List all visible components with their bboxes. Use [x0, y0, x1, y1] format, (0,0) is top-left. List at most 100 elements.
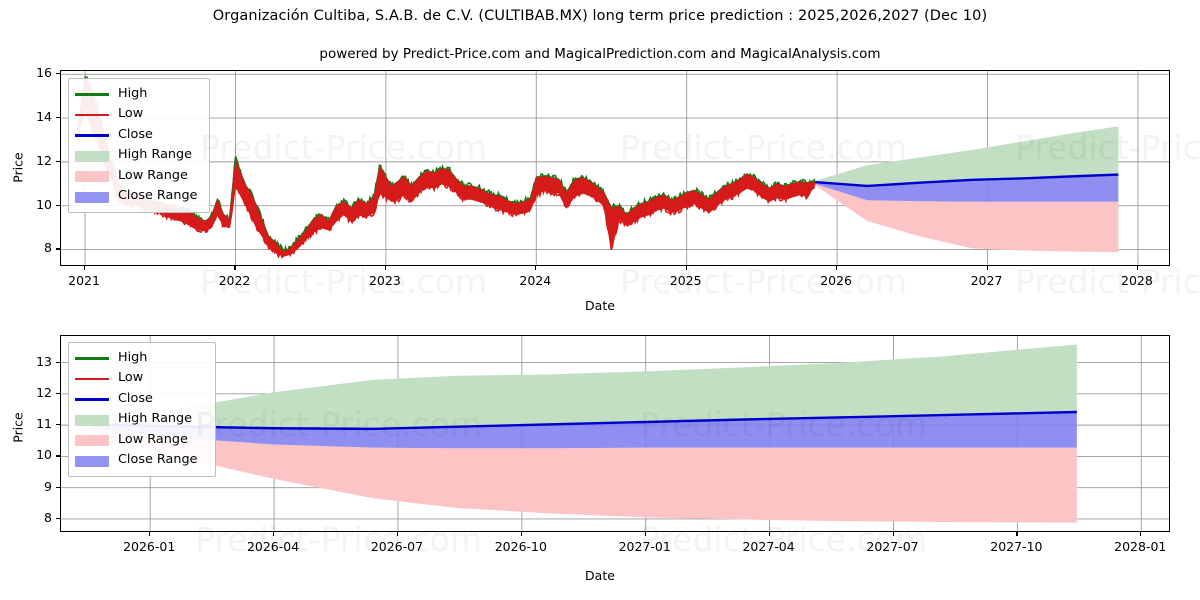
- top-chart-panel: Price 8 10 12 14 16 2021 2022 2023 2024 2025 2026 2…: [11, 65, 1170, 313]
- bottom-chart-xtick-label: 2027-01: [618, 539, 671, 554]
- bottom-chart-ytick-label: 11: [36, 416, 52, 432]
- bottom-chart-legend-key-glyph: [75, 455, 109, 467]
- bottom-chart-legend-swatch-5: [75, 455, 109, 467]
- top-chart-plot-area: [60, 70, 1170, 266]
- top-chart-xtick-label: 2022: [218, 273, 251, 288]
- top-chart-xtick-label: 2023: [368, 273, 401, 288]
- bottom-chart-legend-item-close-range: Close Range: [75, 451, 208, 472]
- top-chart-xtick-mark: [234, 266, 236, 270]
- bottom-chart-xlabel: Date: [585, 568, 615, 583]
- top-chart-xtick-mark: [836, 266, 838, 270]
- bottom-chart-plot-area: [60, 335, 1170, 532]
- bottom-chart-legend-label: Close Range: [118, 452, 198, 468]
- bottom-chart-xtick-label: 2026-10: [494, 539, 547, 554]
- top-chart-xlabel: Date: [585, 298, 615, 313]
- bottom-chart-xtick-mark: [1140, 532, 1142, 536]
- bottom-chart-svg: [61, 336, 1169, 531]
- top-chart-xtick-label: 2028: [1121, 273, 1153, 288]
- top-chart-band-close-range: [814, 174, 1119, 202]
- bottom-chart-legend-item-high-range: High Range: [75, 410, 208, 431]
- top-chart-legend-label: High Range: [118, 147, 193, 163]
- top-chart-legend-swatch-1: [75, 109, 109, 121]
- bottom-chart-legend-item-low-range: Low Range: [75, 430, 208, 451]
- bottom-chart-legend-label: Low Range: [118, 431, 188, 447]
- bottom-chart-panel: Price 8 9 10 11 12 13 2026-01 2026-04 2026-07 202…: [0, 320, 1200, 600]
- top-chart-xtick-mark: [685, 266, 687, 270]
- top-chart-legend-item-low-range: Low Range: [75, 166, 202, 187]
- top-chart-xtick-label: 2024: [519, 273, 552, 288]
- bottom-chart-ytick-label: 12: [36, 384, 52, 400]
- top-chart-legend-label: Low: [118, 106, 144, 122]
- top-chart-legend-key-glyph: [75, 150, 109, 162]
- top-chart-ytick-mark: [56, 160, 60, 163]
- top-chart-legend-key-glyph: [75, 171, 109, 183]
- bottom-chart-band-high-range: [90, 344, 1077, 429]
- top-chart-xtick-mark: [384, 266, 387, 270]
- bottom-chart-legend-swatch-2: [75, 393, 109, 405]
- bottom-chart-xtick-label: 2028-01: [1114, 539, 1167, 554]
- top-chart-legend-key-glyph: [75, 191, 109, 203]
- top-chart-legend-swatch-4: [75, 170, 109, 183]
- bottom-chart-ytick-mark: [56, 424, 60, 426]
- bottom-chart-xtick-mark: [396, 532, 399, 536]
- top-chart-legend-swatch-5: [75, 191, 109, 203]
- bottom-chart-legend-swatch-4: [75, 434, 109, 447]
- bottom-chart-legend-key-glyph: [75, 398, 109, 401]
- bottom-chart-legend-swatch-0: [75, 352, 109, 364]
- top-chart-historical-low: [76, 102, 816, 259]
- bottom-chart-ytick-mark: [56, 517, 60, 520]
- top-chart-legend-swatch-3: [75, 150, 109, 162]
- bottom-chart-ytick-mark: [56, 486, 60, 488]
- bottom-chart-xtick-mark: [520, 532, 523, 536]
- top-chart-legend-key-glyph: [75, 93, 109, 96]
- bottom-chart-xtick-label: 2027-10: [990, 539, 1043, 554]
- bottom-chart-ytick-mark: [56, 361, 60, 363]
- top-chart-legend-item-low: Low: [75, 105, 202, 126]
- bottom-chart-legend-label: High: [118, 349, 148, 365]
- top-chart-band-high-range: [814, 126, 1119, 186]
- bottom-chart-ytick-mark: [56, 392, 60, 395]
- top-chart-legend-item-high-range: High Range: [75, 146, 202, 167]
- top-chart-ytick-mark: [56, 117, 60, 119]
- top-chart-ytick-label: 14: [36, 109, 52, 125]
- bottom-chart-xtick-mark: [149, 532, 151, 536]
- bottom-chart-xtick-label: 2026-04: [246, 539, 300, 554]
- bottom-chart-legend-swatch-3: [75, 414, 109, 426]
- top-chart-svg: [61, 71, 1169, 265]
- bottom-chart-ytick-label: 10: [36, 447, 52, 463]
- top-chart-ytick-mark: [56, 73, 60, 75]
- bottom-chart-xtick-mark: [768, 532, 770, 536]
- top-chart-xtick-label: 2026: [820, 273, 852, 288]
- bottom-chart-xtick-label: 2027-04: [742, 539, 795, 554]
- top-chart-xtick-mark: [986, 266, 988, 270]
- top-chart-legend-label: Close: [118, 126, 153, 142]
- bottom-chart-xtick-label: 2026-07: [370, 539, 424, 554]
- top-chart-xtick-mark: [1136, 266, 1139, 270]
- bottom-chart-legend-label: High Range: [118, 411, 193, 427]
- top-chart-xtick-mark: [84, 266, 86, 270]
- bottom-chart-legend-item-close: Close: [75, 389, 208, 410]
- bottom-chart-xtick-mark: [892, 532, 894, 536]
- top-chart-legend-key-glyph: [75, 134, 109, 137]
- bottom-chart-series-close: [90, 410, 1077, 431]
- top-chart-legend-swatch-0: [75, 88, 109, 100]
- top-chart-band-low-range: [814, 183, 1119, 253]
- top-chart-legend-swatch-2: [75, 129, 109, 141]
- bottom-chart-legend-swatch-1: [75, 373, 109, 385]
- top-chart-legend-label: Low Range: [118, 167, 188, 183]
- bottom-chart-ytick-mark: [56, 455, 60, 457]
- top-chart-xtick-label: 2025: [669, 273, 702, 288]
- bottom-chart-xtick-mark: [644, 532, 646, 536]
- bottom-chart-ytick-label: 8: [44, 509, 52, 525]
- top-chart-ytick-mark: [56, 204, 60, 206]
- bottom-chart-xtick-mark: [273, 532, 275, 536]
- top-chart-ytick-label: 16: [36, 65, 52, 81]
- bottom-chart-ytick-label: 13: [36, 353, 52, 369]
- page-subtitle: powered by Predict-Price.com and Magical…: [319, 46, 881, 62]
- top-chart-xtick-mark: [535, 266, 537, 270]
- bottom-chart-legend-key-glyph: [75, 357, 109, 360]
- top-chart-legend-item-close-range: Close Range: [75, 187, 202, 208]
- top-chart-legend-label: Close Range: [118, 188, 198, 204]
- bottom-chart-xtick-label: 2026-01: [123, 539, 176, 554]
- top-chart-legend-key-glyph: [75, 113, 109, 117]
